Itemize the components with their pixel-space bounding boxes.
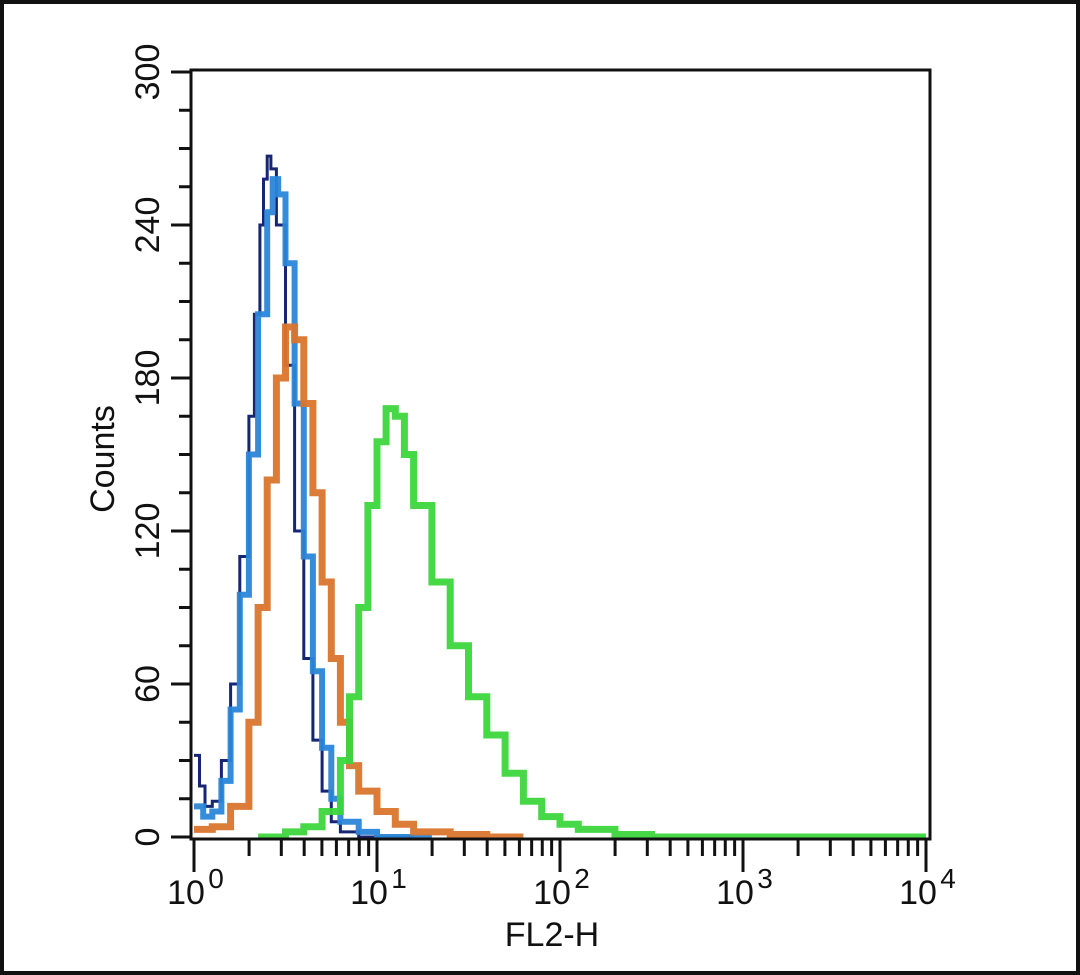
- y-tick-label: 60: [129, 665, 167, 703]
- green-curve: [258, 405, 926, 841]
- y-tick-label: 180: [129, 350, 167, 407]
- x-tick-exponent: 3: [757, 863, 773, 894]
- blue-curve: [194, 176, 432, 840]
- y-tick-label: 300: [129, 44, 167, 101]
- x-tick-label: 10: [350, 874, 388, 912]
- x-axis-label: FL2-H: [505, 916, 599, 954]
- x-tick-exponent: 2: [574, 863, 590, 894]
- orange-curve: [194, 323, 524, 841]
- x-tick-exponent: 0: [208, 863, 224, 894]
- x-tick-label: 10: [716, 874, 754, 912]
- y-axis-label: Counts: [84, 405, 122, 513]
- y-tick-label: 240: [129, 197, 167, 254]
- histogram-curves: [194, 154, 926, 841]
- x-tick-label: 10: [167, 874, 205, 912]
- y-tick-label: 120: [129, 503, 167, 560]
- x-axis-ticks: 10 0 10 1 10 2 10 3 10 4: [167, 840, 956, 912]
- x-tick-label: 10: [533, 874, 571, 912]
- x-tick-label: 10: [899, 874, 937, 912]
- y-axis-ticks: 0 60 120 180 240 300: [129, 44, 191, 847]
- x-tick-exponent: 4: [940, 863, 956, 894]
- y-tick-label: 0: [129, 828, 167, 847]
- x-tick-exponent: 1: [391, 863, 407, 894]
